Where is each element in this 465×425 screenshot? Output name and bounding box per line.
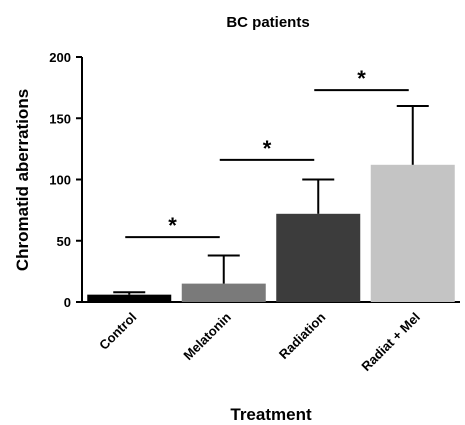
significance-star: * — [357, 66, 366, 91]
x-tick-labels: Control Melatonin Radiation Radiat + Mel — [96, 309, 423, 374]
bar-radiation — [276, 213, 361, 302]
y-axis-label: Chromatid aberrations — [13, 89, 32, 271]
x-tick-label: Radiation — [276, 309, 329, 362]
significance-star: * — [263, 136, 272, 161]
bar-control — [87, 294, 172, 302]
bars — [87, 164, 455, 302]
bar-melatonin — [181, 283, 266, 302]
error-bars — [113, 105, 429, 295]
significance-markers: * * * — [125, 66, 409, 239]
x-tick-label: Control — [96, 310, 139, 353]
y-ticks: 0 50 100 150 200 — [49, 50, 82, 310]
x-axis-label: Treatment — [230, 405, 312, 424]
x-tick-label: Radiat + Mel — [358, 310, 423, 375]
significance-star: * — [168, 213, 177, 238]
chart-title: BC patients — [226, 14, 309, 31]
y-tick-label: 200 — [49, 50, 71, 65]
bar-radiat-mel — [370, 164, 455, 302]
y-tick-label: 50 — [57, 234, 71, 249]
y-tick-label: 150 — [49, 111, 71, 126]
y-tick-label: 100 — [49, 173, 71, 188]
y-tick-label: 0 — [64, 295, 71, 310]
x-tick-label: Melatonin — [180, 309, 234, 363]
